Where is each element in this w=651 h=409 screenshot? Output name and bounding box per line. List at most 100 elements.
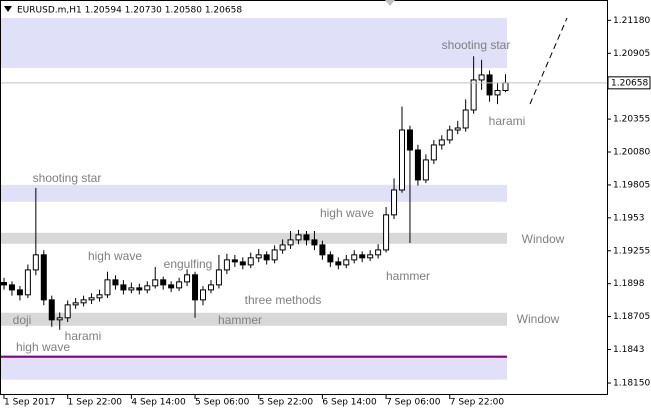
candle-body — [383, 214, 390, 251]
candle-body — [359, 254, 366, 259]
x-tick-label: 1 Sep 2017 — [4, 398, 55, 408]
pattern-label: harami — [489, 114, 526, 128]
candle-body — [287, 239, 294, 246]
candle-body — [478, 74, 485, 81]
candle-body — [391, 189, 398, 216]
zone — [1, 232, 507, 244]
candle-body — [16, 289, 23, 296]
trend-projection — [529, 17, 568, 105]
x-tick-label: 7 Sep 22:00 — [450, 398, 505, 408]
y-tick-label: 1.19805 — [613, 180, 650, 190]
candle-body — [494, 89, 501, 96]
pattern-label: high wave — [320, 206, 374, 220]
candle-body — [160, 279, 167, 286]
candle-body — [422, 159, 429, 181]
candle-body — [40, 254, 47, 301]
candle-body — [239, 261, 246, 266]
candle-body — [311, 239, 318, 246]
x-tick-label: 7 Sep 06:00 — [386, 398, 441, 408]
pattern-label: harami — [65, 329, 102, 343]
candle-body — [88, 297, 95, 301]
candle-body — [231, 259, 238, 263]
zone — [1, 354, 507, 380]
candle-body — [24, 269, 31, 296]
y-tick-label: 1.1843 — [613, 345, 645, 355]
price-label-box — [607, 76, 651, 90]
candle-body — [454, 127, 461, 131]
candle-body — [486, 74, 493, 96]
price-label: 1.20658 — [611, 78, 648, 88]
candle-body — [152, 279, 159, 287]
candle-body — [192, 274, 199, 301]
candle-body — [48, 299, 55, 321]
candle-body — [32, 254, 39, 271]
pattern-label: Window — [517, 312, 560, 326]
candle-body — [462, 109, 469, 129]
candle-body — [168, 284, 175, 289]
y-tick-label: 1.20355 — [613, 115, 650, 125]
candle-body — [112, 279, 119, 286]
x-tick-label: 5 Sep 22:00 — [259, 398, 314, 408]
candle-body — [279, 244, 286, 251]
candle-body — [64, 304, 71, 319]
candle-body — [184, 274, 191, 283]
y-tick-label: 1.21180 — [613, 16, 650, 26]
candle-body — [375, 249, 382, 256]
candle-body — [207, 284, 214, 291]
y-tick-label: 1.20080 — [613, 148, 650, 158]
candle-body — [215, 269, 222, 286]
candle-body — [502, 82, 509, 91]
x-tick-label: 5 Sep 06:00 — [195, 398, 250, 408]
zone — [1, 312, 507, 326]
pattern-label: hammer — [386, 269, 430, 283]
candle-body — [8, 284, 15, 291]
candle-body — [96, 294, 103, 299]
candle-body — [255, 254, 262, 259]
y-tick-label: 1.18150 — [613, 379, 650, 389]
x-tick-label: 6 Sep 14:00 — [322, 398, 377, 408]
candle-body — [367, 254, 374, 259]
candle-body — [406, 129, 413, 151]
pattern-label: high wave — [16, 340, 70, 354]
candle-body — [56, 317, 63, 321]
candle-body — [303, 234, 310, 241]
candle-body — [247, 257, 254, 266]
pattern-label: engulfing — [164, 257, 213, 271]
candle-body — [446, 129, 453, 141]
candle-body — [351, 254, 358, 261]
candle-body — [414, 149, 421, 181]
candle-body — [128, 287, 135, 291]
candle-body — [72, 302, 79, 306]
candle-body — [136, 287, 143, 291]
candle-body — [80, 299, 87, 304]
pattern-label: Window — [522, 232, 565, 246]
pattern-label: shooting star — [442, 38, 511, 52]
y-tick-label: 1.18705 — [613, 312, 650, 322]
pattern-label: doji — [13, 313, 32, 327]
candle-body — [399, 129, 405, 191]
candle-body — [335, 261, 342, 266]
zone — [1, 184, 507, 202]
candle-body — [176, 281, 183, 289]
candle-body — [295, 234, 302, 241]
candle-body — [120, 284, 127, 291]
x-tick-label: 4 Sep 14:00 — [131, 398, 186, 408]
candle-body — [271, 249, 278, 261]
candle-body — [319, 244, 326, 256]
chart-title: EURUSD.m,H1 1.20594 1.20730 1.20580 1.20… — [17, 6, 242, 16]
candle-body — [200, 289, 206, 301]
candles — [1, 56, 509, 330]
candle-body — [263, 254, 270, 261]
x-tick-label: 1 Sep 22:00 — [68, 398, 123, 408]
shift-marker — [385, 0, 395, 6]
candle-body — [470, 79, 477, 111]
pattern-label: hammer — [218, 313, 262, 327]
pattern-label: shooting star — [33, 171, 102, 185]
candle-body — [430, 144, 437, 161]
candle-body — [327, 254, 334, 263]
y-tick-label: 1.1898 — [613, 279, 645, 289]
candle-body — [343, 259, 350, 266]
candle-body — [1, 281, 7, 286]
zones — [1, 17, 507, 380]
